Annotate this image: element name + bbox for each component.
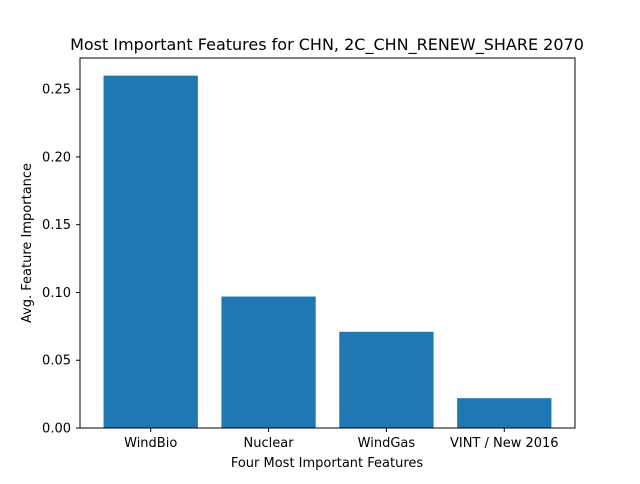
y-ticks-layer: 0.00 0.05 0.10 0.15 0.20 0.25: [42, 83, 80, 437]
y-tick-label: 0.15: [42, 218, 71, 233]
y-tick-label: 0.25: [42, 83, 71, 98]
chart-title: Most Important Features for CHN, 2C_CHN_…: [70, 35, 584, 55]
x-tick-label: WindGas: [358, 436, 416, 451]
y-axis-label: Avg. Feature Importance: [20, 163, 35, 323]
x-ticks-layer: WindBio Nuclear WindGas VINT / New 2016: [124, 428, 559, 451]
bar-windgas: [339, 331, 434, 428]
x-tick-label: Nuclear: [244, 436, 295, 451]
x-axis-label: Four Most Important Features: [231, 456, 424, 471]
y-tick-label: 0.05: [42, 354, 71, 369]
bar-windbio: [103, 75, 198, 428]
y-tick-label: 0.00: [42, 422, 71, 437]
plot-frame: [79, 57, 576, 429]
x-tick-label: WindBio: [124, 436, 177, 451]
bar-vint-new-2016: [457, 398, 552, 428]
bar-nuclear: [221, 296, 316, 428]
x-tick-label: VINT / New 2016: [450, 436, 559, 451]
y-tick-label: 0.10: [42, 286, 71, 301]
bars-layer: [103, 75, 552, 428]
y-tick-label: 0.20: [42, 150, 71, 165]
